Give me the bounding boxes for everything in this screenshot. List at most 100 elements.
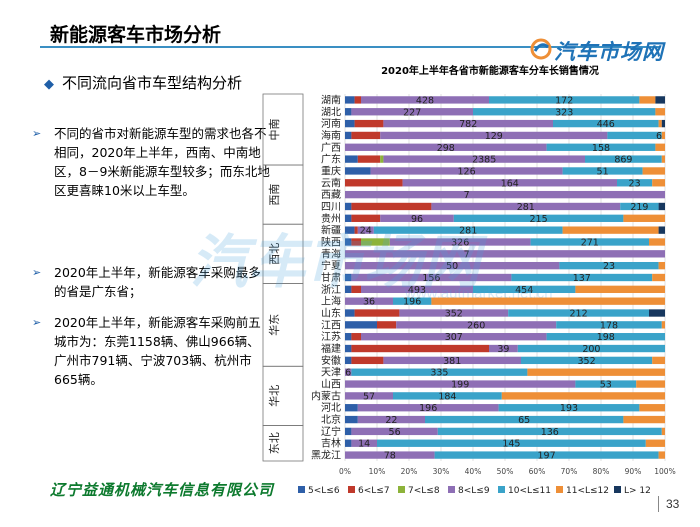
arrow-bullet-icon: ➢ xyxy=(32,127,42,140)
data-label: 51 xyxy=(597,166,609,177)
data-label: 212 xyxy=(570,309,588,320)
data-label: 172 xyxy=(555,95,573,106)
legend-swatch xyxy=(556,486,563,493)
data-label: 156 xyxy=(422,273,440,284)
bar-segment xyxy=(383,356,521,365)
province-label: 内蒙古 xyxy=(311,389,341,402)
x-tick-label: 10% xyxy=(369,467,386,476)
bar-segment xyxy=(345,415,358,424)
data-label: 197 xyxy=(538,451,556,462)
bar-segment xyxy=(377,439,646,447)
data-label: 24 xyxy=(360,226,372,237)
bar-segment xyxy=(351,202,432,211)
bullet-text: 不同的省市对新能源车型的需求也各不相同，2020年上半年，西南、中南地区，8－9… xyxy=(54,126,270,198)
data-label: 7 xyxy=(464,190,470,201)
x-tick-label: 20% xyxy=(401,467,418,476)
bar-segment xyxy=(437,427,662,436)
bar-segment xyxy=(453,214,624,222)
data-label: 326 xyxy=(451,237,469,248)
data-label: 446 xyxy=(597,119,615,130)
legend-swatch xyxy=(348,486,355,493)
region-label: 华北 xyxy=(267,385,281,407)
data-label: 196 xyxy=(403,297,421,308)
bar-segment xyxy=(351,273,512,282)
legend-swatch xyxy=(448,486,455,493)
bar-segment xyxy=(351,285,361,294)
province-label: 贵州 xyxy=(321,212,341,225)
data-label: 869 xyxy=(614,155,632,166)
province-label: 安徽 xyxy=(321,354,341,367)
bar-segment xyxy=(402,179,617,187)
data-label: 22 xyxy=(385,415,397,426)
bar-segment xyxy=(489,96,640,104)
bar-segment xyxy=(345,190,665,199)
data-label: 454 xyxy=(515,285,533,296)
bar-segment xyxy=(652,179,665,187)
data-label: 335 xyxy=(430,368,448,379)
bar-segment xyxy=(661,427,665,436)
province-label: 河南 xyxy=(321,117,341,130)
province-label: 陕西 xyxy=(321,235,341,248)
data-label: 50 xyxy=(446,261,458,272)
bar-segment xyxy=(501,392,665,400)
company-name: 辽宁益通机械汽车信息有限公司 xyxy=(50,481,275,499)
bar-segment xyxy=(658,226,665,234)
bar-segment xyxy=(546,333,665,341)
bar-segment xyxy=(357,155,381,163)
bar-segment xyxy=(658,119,662,128)
bar-segment xyxy=(508,309,649,317)
section-title-text: 不同流向省市车型结构分析 xyxy=(62,74,243,92)
bar-segment xyxy=(575,285,665,294)
data-label: 2385 xyxy=(472,155,496,166)
bar-segment xyxy=(517,344,665,353)
bullet-paragraph: ➢ 2020年上半年，新能源客车采购最多的省是广东省； xyxy=(32,263,270,301)
data-label: 96 xyxy=(411,214,423,225)
bar-segment xyxy=(361,285,473,294)
x-tick-label: 0% xyxy=(339,467,351,476)
province-label: 新疆 xyxy=(321,224,341,237)
arrow-bullet-icon: ➢ xyxy=(32,266,42,279)
x-tick-label: 60% xyxy=(529,467,546,476)
data-label: 7 xyxy=(464,249,470,260)
province-label: 西藏 xyxy=(321,189,341,201)
legend-label: 6<L≤7 xyxy=(358,486,390,496)
data-label: 23 xyxy=(603,261,615,272)
bar-segment xyxy=(562,167,643,175)
bar-segment xyxy=(345,108,352,116)
data-label: 199 xyxy=(451,380,469,391)
bar-segment xyxy=(357,404,499,412)
bar-segment xyxy=(345,226,355,234)
x-tick-label: 70% xyxy=(561,467,578,476)
data-label: 307 xyxy=(445,332,463,343)
bar-segment xyxy=(357,415,425,424)
data-label: 57 xyxy=(363,391,375,402)
province-label: 山东 xyxy=(321,307,341,320)
chart-title: 2020年上半年各省市新能源客车分车长销售情况 xyxy=(381,64,599,77)
bar-segment xyxy=(345,202,352,211)
bar-segment xyxy=(655,143,665,151)
bar-segment xyxy=(661,155,665,163)
province-label: 天津 xyxy=(321,367,341,379)
data-label: 136 xyxy=(541,427,559,438)
province-label: 四川 xyxy=(321,202,341,213)
bar-segment xyxy=(354,309,400,317)
data-label: 137 xyxy=(573,273,591,284)
province-label: 浙江 xyxy=(321,284,341,296)
bar-segment xyxy=(345,297,393,305)
bar-segment xyxy=(380,155,384,163)
bar-segment xyxy=(649,309,665,317)
bar-segment xyxy=(527,368,665,376)
bar-segment xyxy=(345,309,355,317)
province-label: 甘肃 xyxy=(321,271,341,284)
bar-segment xyxy=(655,96,665,104)
bar-segment xyxy=(639,96,656,104)
province-label: 重庆 xyxy=(321,164,341,177)
data-label: 281 xyxy=(459,226,477,237)
data-label: 227 xyxy=(403,107,421,118)
legend-label: 11<L≤12 xyxy=(566,486,609,496)
bar-segment xyxy=(511,273,653,282)
bar-segment xyxy=(639,404,665,412)
bar-segment xyxy=(345,214,352,222)
x-tick-label: 30% xyxy=(433,467,450,476)
legend-swatch xyxy=(614,486,621,493)
